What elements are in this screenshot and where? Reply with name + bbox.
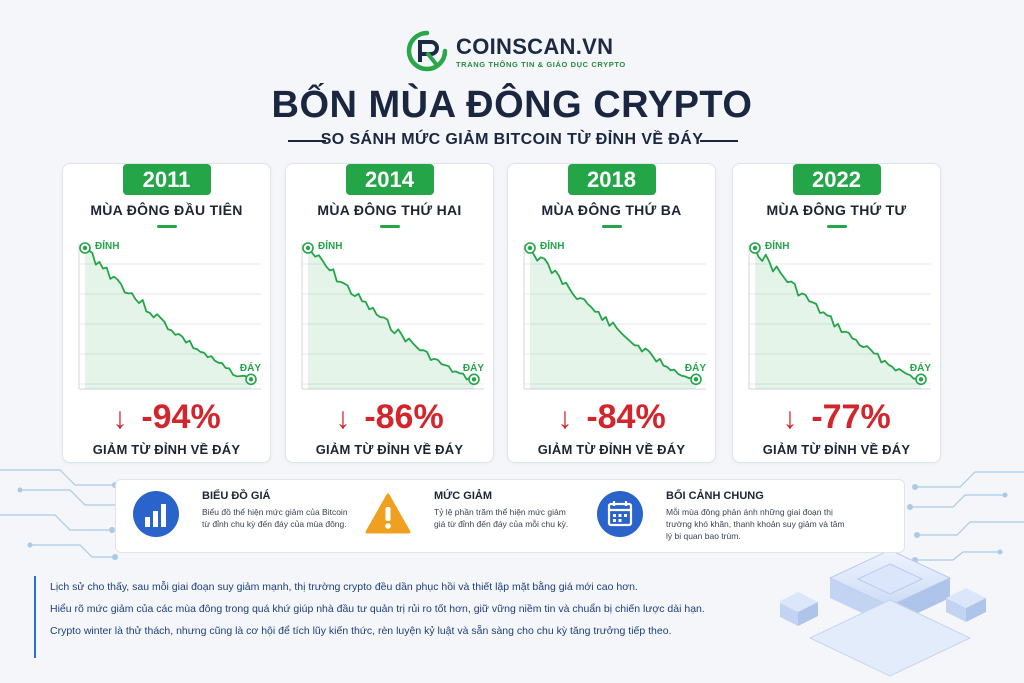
season-underline <box>601 225 622 228</box>
bottom-label: ĐÁY <box>240 361 261 374</box>
bottom-label: ĐÁY <box>910 361 931 374</box>
winter-card-2018: 2018 MÙA ĐÔNG THỨ BA ĐỈNH ĐÁY ↓ -84% GIẢM … <box>507 163 716 463</box>
warning-icon <box>365 493 411 534</box>
down-arrow-icon: ↓ <box>782 402 798 435</box>
drop-percent: ↓ -77% <box>733 398 940 437</box>
info-text: Biểu đồ thể hiện mức giảm của Bitcoin từ… <box>202 507 348 529</box>
season-underline <box>156 225 177 228</box>
down-arrow-icon: ↓ <box>335 402 351 435</box>
winter-card-2022: 2022 MÙA ĐÔNG THỨ TƯ ĐỈNH ĐÁY ↓ -77% GIẢM … <box>732 163 941 463</box>
footer-line: Lịch sử cho thấy, sau mỗi giai đoạn suy … <box>50 581 638 593</box>
price-decline-chart: ĐỈNH ĐÁY <box>301 239 484 390</box>
calendar-icon <box>597 491 643 537</box>
peak-label: ĐỈNH <box>765 239 789 252</box>
peak-marker-dot <box>305 245 311 251</box>
info-title: BIỂU ĐỒ GIÁ <box>202 490 271 502</box>
footer-line: Crypto winter là thử thách, nhưng cũng l… <box>50 625 672 637</box>
drop-percent: ↓ -94% <box>63 398 270 437</box>
drop-value: -77% <box>811 398 891 436</box>
info-text: Mỗi mùa đông phản ánh những giai đoạn th… <box>666 507 845 541</box>
info-item-context: BỐI CẢNH CHUNG Mỗi mùa đông phản ánh nhữ… <box>596 480 896 554</box>
subtitle-row: SO SÁNH MỨC GIẢM BITCOIN TỪ ĐỈNH VỀ ĐÁY <box>0 131 1024 151</box>
footer-line: Hiểu rõ mức giảm của các mùa đông trong … <box>50 603 705 615</box>
down-arrow-icon: ↓ <box>112 402 128 435</box>
season-title: MÙA ĐÔNG THỨ BA <box>541 202 682 218</box>
bottom-label: ĐÁY <box>685 361 706 374</box>
page-subtitle: SO SÁNH MỨC GIẢM BITCOIN TỪ ĐỈNH VỀ ĐÁY <box>320 131 704 148</box>
peak-marker-dot <box>527 245 533 251</box>
drop-value: -94% <box>141 398 221 436</box>
price-decline-chart: ĐỈNH ĐÁY <box>78 239 261 390</box>
year-badge: 2018 <box>567 164 656 195</box>
season-underline <box>379 225 400 228</box>
chart-line <box>84 247 252 381</box>
drop-value: -84% <box>586 398 666 436</box>
year-badge: 2022 <box>792 164 881 195</box>
bottom-label: ĐÁY <box>463 361 484 374</box>
circuit-decoration-right <box>907 471 1024 563</box>
drop-label: GIẢM TỪ ĐỈNH VỀ ĐÁY <box>315 442 464 457</box>
season-title: MÙA ĐÔNG THỨ HAI <box>317 202 462 218</box>
season-title: MÙA ĐÔNG THỨ TƯ <box>766 202 907 218</box>
peak-marker-dot <box>82 245 88 251</box>
chart-area <box>85 248 251 389</box>
drop-percent: ↓ -84% <box>508 398 715 437</box>
bar-chart-icon <box>133 491 179 537</box>
brand-name: COINSCAN.VN <box>456 34 614 59</box>
footer-notes: Lịch sử cho thấy, sau mỗi giai đoạn suy … <box>34 576 754 658</box>
drop-label: GIẢM TỪ ĐỈNH VỀ ĐÁY <box>92 442 241 457</box>
chart-line <box>529 247 697 381</box>
bottom-marker-dot <box>918 377 924 382</box>
chart-area <box>755 248 921 389</box>
coinscan-logo-icon <box>406 30 448 72</box>
year-badge: 2014 <box>345 164 434 195</box>
subtitle-rule-right <box>700 140 738 142</box>
peak-label: ĐỈNH <box>318 239 342 252</box>
price-decline-chart: ĐỈNH ĐÁY <box>523 239 706 390</box>
winter-card-2014: 2014 MÙA ĐÔNG THỨ HAI ĐỈNH ĐÁY ↓ -86% GIẢM… <box>285 163 494 463</box>
subtitle-rule-left <box>288 140 326 142</box>
brand-tagline: TRANG THÔNG TIN & GIÁO DỤC CRYPTO <box>456 60 626 69</box>
info-title: BỐI CẢNH CHUNG <box>666 490 764 502</box>
chart-area <box>530 248 696 389</box>
bottom-marker-dot <box>248 377 254 382</box>
peak-label: ĐỈNH <box>540 239 564 252</box>
info-item-price-chart: BIỂU ĐỒ GIÁ Biểu đồ thể hiện mức giảm củ… <box>132 480 382 554</box>
season-underline <box>826 225 847 228</box>
bottom-marker-dot <box>693 377 699 382</box>
chart-line <box>754 247 922 381</box>
info-title: MỨC GIẢM <box>434 490 493 502</box>
down-arrow-icon: ↓ <box>557 402 573 435</box>
page-title: BỐN MÙA ĐÔNG CRYPTO <box>271 84 753 126</box>
info-item-drop: MỨC GIẢM Tỷ lệ phần trăm thể hiện mức gi… <box>364 480 614 554</box>
chart-area <box>308 248 474 389</box>
drop-value: -86% <box>364 398 444 436</box>
chart-line <box>307 247 475 381</box>
season-title: MÙA ĐÔNG ĐẦU TIÊN <box>90 202 243 218</box>
year-badge: 2011 <box>122 164 211 195</box>
info-text: Tỷ lệ phần trăm thể hiện mức giảm giá từ… <box>434 507 569 529</box>
price-decline-chart: ĐỈNH ĐÁY <box>748 239 931 390</box>
info-legend-box: BIỂU ĐỒ GIÁ Biểu đồ thể hiện mức giảm củ… <box>115 479 905 553</box>
brand-header: COINSCAN.VN TRANG THÔNG TIN & GIÁO DỤC C… <box>0 30 1024 76</box>
peak-label: ĐỈNH <box>95 239 119 252</box>
drop-label: GIẢM TỪ ĐỈNH VỀ ĐÁY <box>537 442 686 457</box>
winter-card-2011: 2011 MÙA ĐÔNG ĐẦU TIÊN ĐỈNH ĐÁY ↓ -94% GIẢ… <box>62 163 271 463</box>
drop-percent: ↓ -86% <box>286 398 493 437</box>
circuit-decoration-left <box>0 469 121 560</box>
peak-marker-dot <box>752 245 758 251</box>
drop-label: GIẢM TỪ ĐỈNH VỀ ĐÁY <box>762 442 911 457</box>
bottom-marker-dot <box>471 377 477 382</box>
